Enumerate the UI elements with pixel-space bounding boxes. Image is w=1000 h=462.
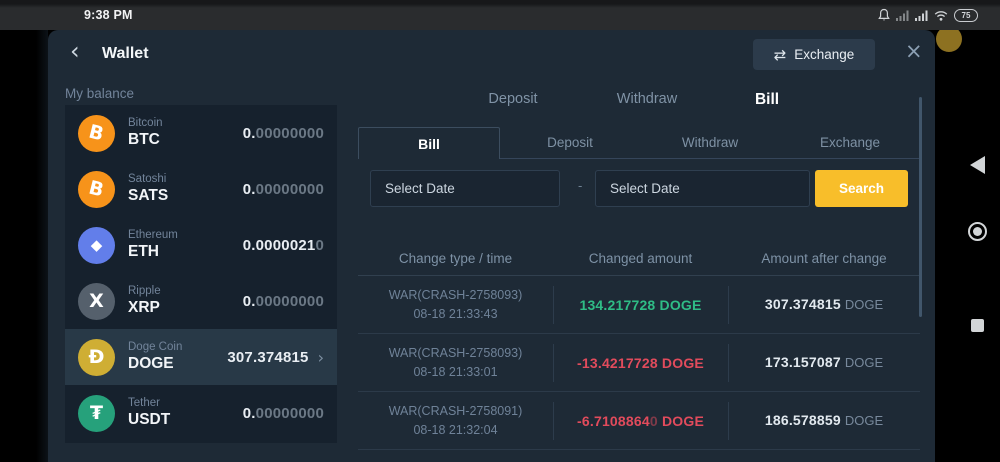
chevron-right-icon: › [317,347,324,367]
change-type: WAR(CRASH-2758093) [388,287,523,302]
status-bar: 9:38 PM 75 [0,0,1000,30]
subtab-withdraw[interactable]: Withdraw [681,135,739,150]
bell-icon [878,8,890,21]
clock: 9:38 PM [84,8,133,22]
col-amount-after: Amount after change [761,251,887,266]
btc-coin-icon: B [78,114,115,152]
android-nav-bar [935,30,1000,462]
tab-withdraw[interactable]: Withdraw [616,91,678,107]
coin-symbol: ETH [128,243,159,260]
battery-icon: 75 [954,8,978,22]
coin-balance: 307.374815 [227,348,309,366]
balance-list: B Bitcoin BTC 0.00000000 B Satoshi SATS … [65,105,337,443]
bill-table: Change type / time Changed amount Amount… [358,242,920,450]
changed-amount: -13.4217728 DOGE [577,354,704,371]
search-button[interactable]: Search [815,170,908,207]
eth-coin-icon: ◆ [78,226,115,264]
close-icon[interactable]: × [905,39,923,63]
doge-coin-icon: Đ [78,338,115,376]
coin-balance: 0.00000000 [242,124,324,142]
col-change-type: Change type / time [398,251,513,266]
date-from-input[interactable] [370,170,560,207]
change-type: WAR(CRASH-2758091) [388,403,523,418]
coin-name: Ethereum [128,229,178,241]
xrp-coin-icon: X [78,282,115,320]
coin-name: Doge Coin [128,341,183,353]
bill-subtabs: Bill Deposit Withdraw Exchange [358,127,920,159]
column-divider [553,402,554,440]
balance-row-eth[interactable]: ◆ Ethereum ETH 0.00000210 [65,217,337,273]
change-type: WAR(CRASH-2758093) [388,345,523,360]
wifi-icon [934,10,948,21]
amount-after-change: 307.374815 DOGE [764,295,884,312]
coin-balance: 0.00000000 [242,292,324,310]
balance-row-usdt[interactable]: ₮ Tether USDT 0.00000000 [65,385,337,441]
column-divider [728,402,729,440]
wallet-window: ‹ Wallet ⇄ Exchange × My balance B Bitco… [48,30,935,462]
signal-icon-sim2 [915,10,928,21]
col-changed-amount: Changed amount [588,251,693,266]
screen-left-bezel [0,30,48,462]
subtab-exchange[interactable]: Exchange [819,135,881,150]
exchange-button-label: Exchange [794,47,855,62]
balance-row-xrp[interactable]: X Ripple XRP 0.00000000 [65,273,337,329]
column-divider [728,286,729,324]
usdt-coin-icon: ₮ [78,394,115,432]
column-divider [553,344,554,382]
tab-deposit[interactable]: Deposit [488,91,538,107]
balance-row-btc[interactable]: B Bitcoin BTC 0.00000000 [65,105,337,161]
coin-balance: 0.00000210 [242,236,324,254]
coin-symbol: USDT [128,411,171,428]
column-divider [728,344,729,382]
signal-icon-sim1 [896,10,909,21]
exchange-button[interactable]: ⇄ Exchange [753,39,875,70]
balance-row-sats[interactable]: B Satoshi SATS 0.00000000 [65,161,337,217]
balance-row-doge[interactable]: Đ Doge Coin DOGE 307.374815 › [65,329,337,385]
sats-coin-icon: B [78,170,115,208]
tab-bill[interactable]: Bill [754,91,780,108]
change-time: 08-18 21:33:01 [413,364,498,379]
change-time: 08-18 21:33:43 [413,306,498,321]
table-row: WAR(CRASH-2758093) 08-18 21:33:43 134.21… [358,276,920,334]
coin-symbol: XRP [128,299,160,316]
battery-level: 75 [961,10,971,20]
change-time: 08-18 21:32:04 [413,422,498,437]
scrollbar[interactable] [919,97,922,317]
coin-balance: 0.00000000 [242,180,324,198]
coin-symbol: SATS [128,187,169,204]
back-icon[interactable]: ‹ [70,37,80,65]
subtab-deposit[interactable]: Deposit [547,135,593,150]
page-title: Wallet [102,45,149,62]
floating-badge [936,30,962,52]
coin-balance: 0.00000000 [242,404,324,422]
coin-name: Tether [128,397,160,409]
coin-symbol: BTC [128,131,160,148]
table-row: WAR(CRASH-2758091) 08-18 21:32:04 -6.710… [358,392,920,450]
amount-after-change: 173.157087 DOGE [764,353,884,370]
android-home-icon[interactable] [968,222,987,241]
changed-amount: -6.71088640 DOGE [577,412,704,429]
date-range-separator: - [578,178,583,193]
column-divider [553,286,554,324]
changed-amount: 134.217728 DOGE [579,296,702,313]
coin-name: Bitcoin [128,117,163,129]
subtab-bill[interactable]: Bill [358,127,500,159]
coin-name: Ripple [128,285,161,297]
date-to-input[interactable] [595,170,810,207]
coin-symbol: DOGE [128,355,174,372]
table-header: Change type / time Changed amount Amount… [358,242,920,276]
amount-after-change: 186.578859 DOGE [764,411,884,428]
exchange-arrows-icon: ⇄ [773,45,787,64]
android-back-icon[interactable] [970,156,985,174]
android-recents-icon[interactable] [971,319,984,332]
coin-name: Satoshi [128,173,167,185]
balance-section-title: My balance [65,86,135,101]
table-row: WAR(CRASH-2758093) 08-18 21:33:01 -13.42… [358,334,920,392]
